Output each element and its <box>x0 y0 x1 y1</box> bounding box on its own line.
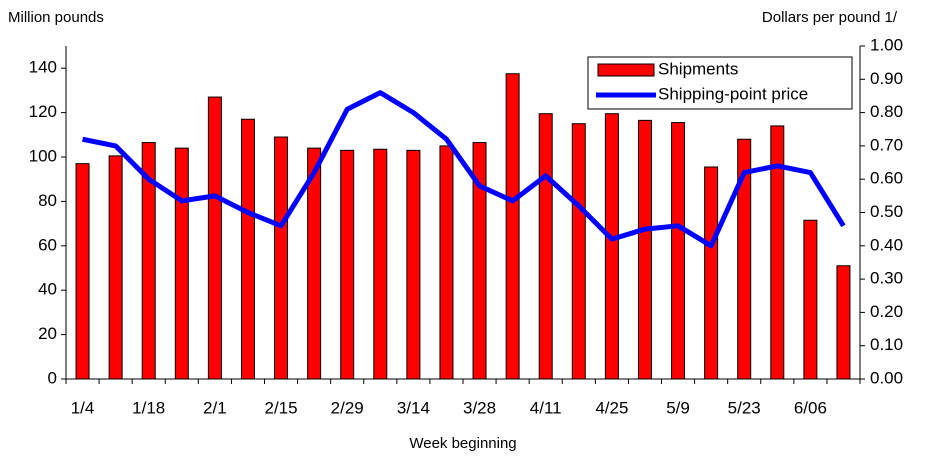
x-tick-label: 6/06 <box>794 398 827 417</box>
x-tick-label: 2/15 <box>264 398 297 417</box>
bar <box>174 147 189 380</box>
y-tick-label: 40 <box>38 280 57 299</box>
y-tick-label: 20 <box>38 324 57 343</box>
bar <box>240 118 255 380</box>
y2-tick-label: 0.80 <box>870 102 903 121</box>
y2-tick-label: 0.10 <box>870 335 903 354</box>
legend-swatch <box>597 63 655 77</box>
bar <box>141 142 156 380</box>
y2-tick-label: 0.20 <box>870 302 903 321</box>
x-tick-label: 4/11 <box>530 398 562 417</box>
x-tick-label: 4/25 <box>595 398 628 417</box>
legend-label: Shipments <box>658 59 738 78</box>
line <box>82 90 846 249</box>
y-axis-label: Million pounds <box>8 9 104 26</box>
x-tick-label: 3/28 <box>463 398 496 417</box>
y2-tick-label: 0.00 <box>870 368 903 387</box>
bar <box>538 113 553 380</box>
bar <box>637 119 652 380</box>
bar <box>803 219 818 380</box>
bar <box>604 113 619 380</box>
y-tick-label: 120 <box>29 102 57 121</box>
x-tick-label: 1/4 <box>71 398 95 417</box>
y2-tick-label: 0.90 <box>870 69 903 88</box>
y2-tick-label: 0.30 <box>870 269 903 288</box>
y2-tick-label: 0.50 <box>870 202 903 221</box>
y2-axis-label: Dollars per pound 1/ <box>762 9 898 26</box>
bar <box>307 147 322 380</box>
x-tick-label: 2/1 <box>203 398 227 417</box>
bar <box>770 125 785 380</box>
bar <box>75 163 90 380</box>
bar <box>207 96 222 380</box>
x-tick-label: 3/14 <box>397 398 430 417</box>
y2-tick-label: 0.60 <box>870 169 903 188</box>
bar <box>274 136 289 380</box>
y-tick-label: 0 <box>48 368 57 387</box>
y-tick-label: 100 <box>29 146 57 165</box>
bar <box>571 123 586 380</box>
y-tick-label: 60 <box>38 235 57 254</box>
bar <box>704 166 719 380</box>
y-tick-label: 80 <box>38 191 57 210</box>
x-tick-label: 1/18 <box>132 398 165 417</box>
x-axis-label: Week beginning <box>409 435 516 452</box>
y2-tick-label: 0.40 <box>870 235 903 254</box>
x-tick-label: 2/29 <box>331 398 364 417</box>
y2-tick-label: 0.70 <box>870 135 903 154</box>
bar <box>406 149 421 380</box>
bar <box>439 145 454 380</box>
bar <box>373 148 388 380</box>
y2-tick-label: 1.00 <box>870 35 903 54</box>
bar <box>340 149 355 380</box>
x-tick-label: 5/23 <box>728 398 761 417</box>
bar <box>671 122 686 380</box>
bar <box>108 155 123 380</box>
bar <box>737 138 752 380</box>
bar <box>836 265 851 380</box>
bar <box>472 142 487 380</box>
legend-label: Shipping-point price <box>658 84 808 103</box>
bar <box>505 73 520 380</box>
y-tick-label: 140 <box>29 58 57 77</box>
x-tick-label: 5/9 <box>666 398 690 417</box>
